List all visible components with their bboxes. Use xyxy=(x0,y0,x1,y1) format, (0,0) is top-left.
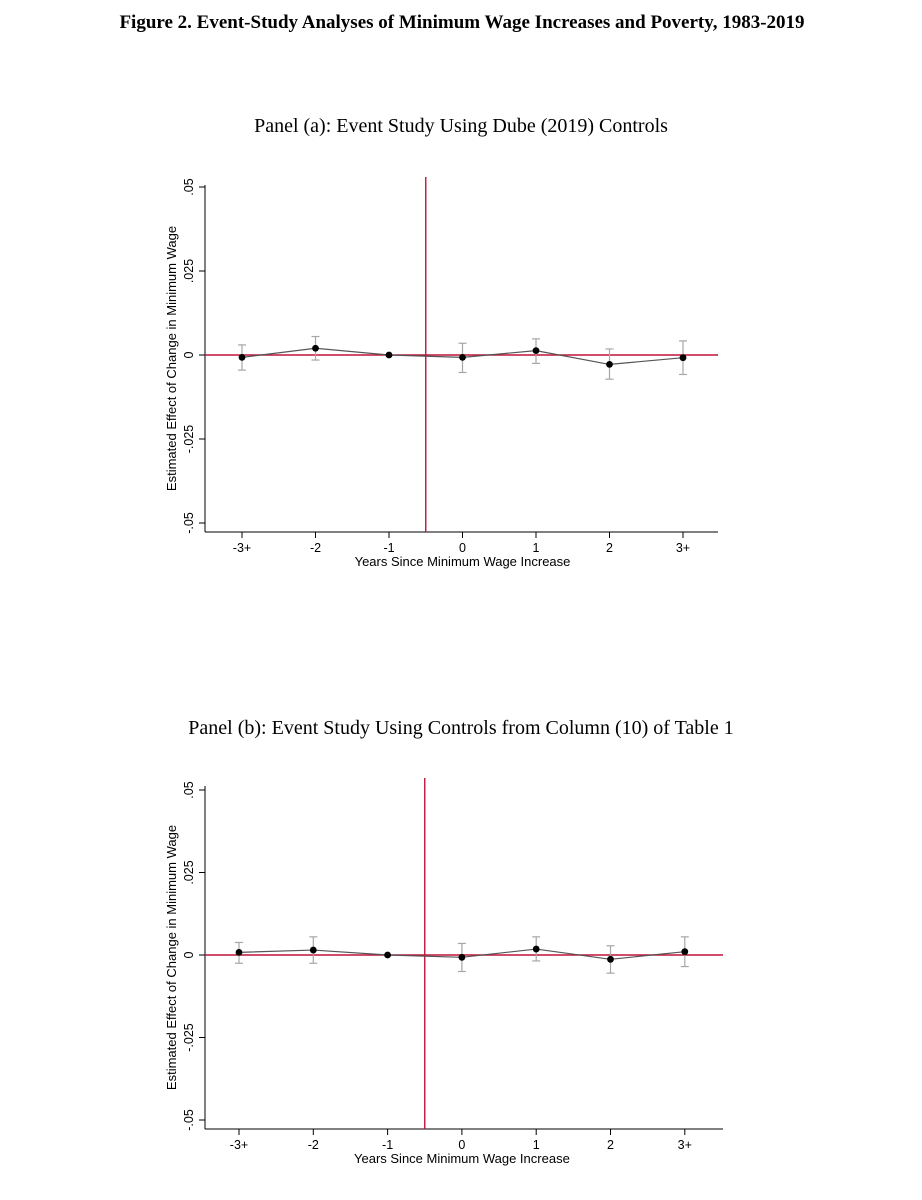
estimate-point xyxy=(681,948,689,956)
panel-b-title: Panel (b): Event Study Using Controls fr… xyxy=(188,717,734,739)
x-tick-label: 1 xyxy=(533,1138,540,1152)
x-tick-label: -2 xyxy=(310,541,321,555)
y-tick-label: .025 xyxy=(182,860,196,884)
estimate-point xyxy=(384,951,391,959)
x-tick-label: 2 xyxy=(606,541,613,555)
y-tick-label: -.025 xyxy=(182,1023,196,1052)
y-tick-label: .05 xyxy=(182,178,196,195)
y-tick-label: -.05 xyxy=(182,512,196,534)
estimate-point xyxy=(459,353,466,361)
x-tick-label: 1 xyxy=(533,541,540,555)
x-tick-label: 2 xyxy=(607,1138,614,1152)
x-tick-label: -3+ xyxy=(230,1138,248,1152)
y-axis-title: Estimated Effect of Change in Minimum Wa… xyxy=(164,226,179,491)
x-tick-label: 3+ xyxy=(676,541,690,555)
y-tick-label: .025 xyxy=(182,259,196,283)
x-tick-label: 0 xyxy=(458,1138,465,1152)
y-tick-label: .05 xyxy=(182,781,196,798)
x-tick-label: -2 xyxy=(308,1138,319,1152)
estimate-point xyxy=(532,945,540,953)
y-axis-title: Estimated Effect of Change in Minimum Wa… xyxy=(164,825,179,1090)
estimate-point xyxy=(238,353,246,361)
y-tick-label: 0 xyxy=(182,351,196,358)
estimate-point xyxy=(309,946,317,954)
estimate-point xyxy=(385,351,393,359)
x-tick-label: 3+ xyxy=(678,1138,692,1152)
estimate-point xyxy=(532,347,540,355)
y-tick-label: -.025 xyxy=(182,425,196,454)
estimate-point xyxy=(312,344,319,352)
panel-a-title: Panel (a): Event Study Using Dube (2019)… xyxy=(254,115,668,137)
panel-a-chart: -.05 -.025 0 .025 .05 -3+ -2 -1 0 1 2 3+ Years Since… xyxy=(164,177,718,569)
x-tick-label: -1 xyxy=(383,541,394,555)
y-tick-label: 0 xyxy=(182,951,196,958)
figure-title: Figure 2. Event-Study Analyses of Minimu… xyxy=(119,12,805,33)
x-tick-label: 0 xyxy=(459,541,466,555)
estimate-point xyxy=(458,953,466,961)
x-axis-title: Years Since Minimum Wage Increase xyxy=(354,1151,570,1166)
estimate-point xyxy=(679,354,687,362)
y-tick-label: -.05 xyxy=(182,1109,196,1131)
estimate-point xyxy=(607,955,614,963)
x-tick-label: -1 xyxy=(382,1138,393,1152)
estimate-point xyxy=(235,948,243,956)
x-axis-title: Years Since Minimum Wage Increase xyxy=(355,554,571,569)
estimate-point xyxy=(606,361,613,368)
x-tick-label: -3+ xyxy=(233,541,251,555)
